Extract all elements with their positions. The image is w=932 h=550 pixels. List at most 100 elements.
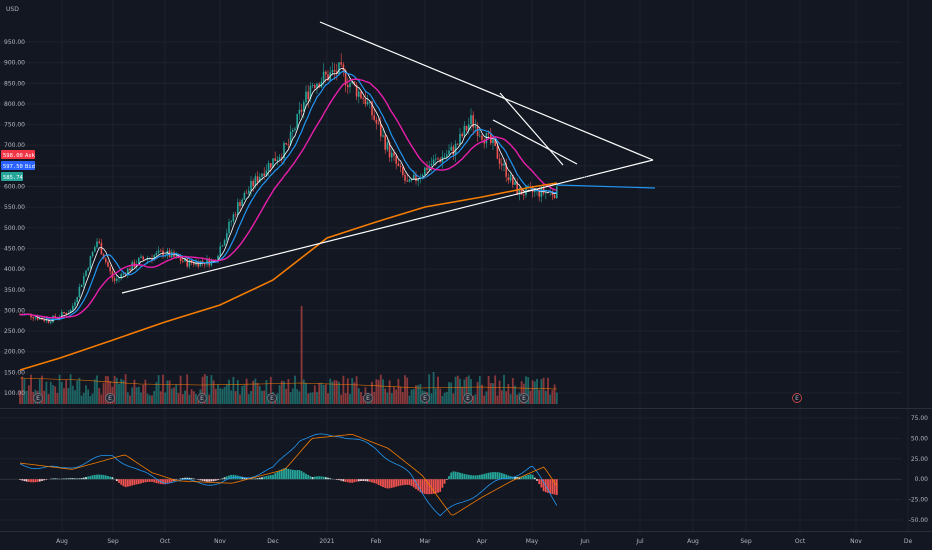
histogram-bar — [188, 477, 191, 480]
volume-bar — [318, 383, 321, 404]
volume-bar — [78, 377, 81, 404]
candle-body — [36, 317, 39, 320]
earnings-marker[interactable]: E — [197, 393, 207, 403]
candlesticks[interactable] — [19, 53, 558, 325]
histogram-bar — [82, 477, 85, 480]
volume-bar — [80, 395, 83, 404]
candle-body — [355, 84, 358, 97]
candle-body — [45, 319, 48, 322]
histogram-bar — [153, 479, 156, 483]
candle-body — [234, 214, 237, 216]
histogram-bar — [111, 477, 114, 480]
histogram-bar — [465, 474, 468, 480]
histogram-bar — [208, 479, 211, 482]
volume-bar — [38, 378, 41, 404]
volume-bar — [547, 377, 549, 404]
earnings-marker[interactable]: E — [363, 393, 373, 403]
candle-body — [487, 132, 490, 135]
histogram-bar — [445, 479, 448, 480]
candle-body — [298, 109, 301, 114]
histogram-bar — [397, 479, 400, 487]
volume-bar — [542, 377, 545, 404]
histogram-bar — [377, 479, 380, 485]
time-axis[interactable]: Aug Sep Oct Nov Dec 2021 Feb Mar Apr May Jun Jul Aug… — [56, 538, 912, 545]
histogram-bar — [324, 477, 327, 480]
histogram-bar — [294, 470, 296, 480]
candle-body — [342, 64, 345, 71]
candle-body — [221, 245, 224, 247]
candle-body — [336, 71, 338, 74]
earnings-marker[interactable]: E — [267, 393, 277, 403]
candle-body — [47, 319, 50, 323]
histogram-bar — [43, 479, 46, 481]
candle-body — [248, 190, 250, 194]
volume-bar — [544, 390, 547, 404]
volume-bar — [533, 381, 536, 404]
histogram-bar — [115, 479, 118, 482]
candle-body — [364, 99, 367, 105]
histogram-bar — [91, 475, 94, 480]
volume-bar — [463, 379, 466, 404]
histogram-bar — [89, 475, 92, 480]
candle-body — [153, 255, 155, 260]
histogram-bar — [230, 474, 233, 480]
histogram-bar — [142, 479, 145, 483]
volume-bar — [478, 376, 481, 404]
candle-body — [369, 101, 371, 103]
histogram-bar — [547, 479, 549, 493]
candle-body — [98, 241, 100, 243]
histogram-bar — [254, 478, 257, 480]
volume-bar — [311, 392, 314, 404]
histogram-bar — [514, 476, 516, 480]
histogram-bar — [494, 472, 497, 480]
candle-body — [179, 258, 182, 261]
volume-bar — [481, 384, 483, 404]
histogram-bar — [274, 473, 277, 480]
time-tick-label: Aug — [687, 538, 699, 545]
earnings-marker[interactable]: E — [420, 393, 430, 403]
candle-body — [371, 101, 373, 116]
candle-body — [142, 256, 144, 260]
histogram-bar — [487, 472, 490, 480]
pane-separator[interactable] — [0, 408, 932, 409]
histogram-bar — [549, 479, 552, 494]
histogram-bar — [463, 473, 466, 480]
candle-body — [503, 163, 505, 166]
candle-body — [393, 152, 395, 156]
indicator-axis[interactable]: 75.00 50.00 25.00 0.00 -25.00 -50.00 — [909, 415, 929, 524]
earnings-marker[interactable]: E — [792, 393, 802, 403]
candle-body — [116, 278, 118, 281]
histogram-bar — [124, 479, 127, 488]
trendlines[interactable] — [20, 21, 902, 294]
volume-bar — [232, 376, 235, 404]
earnings-marker[interactable]: E — [33, 393, 43, 403]
histogram-bar — [267, 475, 270, 480]
earnings-circle — [267, 393, 277, 403]
earnings-marker[interactable]: E — [105, 393, 115, 403]
earnings-marker[interactable]: E — [463, 393, 473, 403]
candle-body — [252, 180, 254, 187]
price-tick-label: 400.00 — [4, 266, 25, 273]
histogram-bar — [342, 479, 345, 482]
histogram-bar — [340, 479, 343, 481]
time-tick-label: Nov — [850, 538, 862, 545]
volume-bar — [377, 379, 380, 404]
volume-bar — [195, 393, 197, 404]
price-axis[interactable]: 950.00900.00850.00800.00750.00700.00650.… — [4, 39, 25, 397]
volume-bar — [335, 380, 338, 404]
histogram-bar — [221, 478, 224, 480]
earnings-marker[interactable]: E — [519, 393, 529, 403]
candle-body — [505, 163, 507, 178]
price-tag-suffix: Ask — [25, 153, 36, 159]
histogram-bar — [309, 476, 312, 480]
indicator-tick-label: 50.00 — [911, 435, 928, 442]
price-tick-label: 500.00 — [4, 225, 25, 232]
histogram-bar — [481, 474, 483, 480]
volume-bar — [340, 394, 343, 404]
histogram-bar — [364, 479, 367, 482]
volume-bar — [338, 381, 340, 404]
candle-body — [391, 152, 393, 158]
volume-bar — [382, 379, 384, 404]
